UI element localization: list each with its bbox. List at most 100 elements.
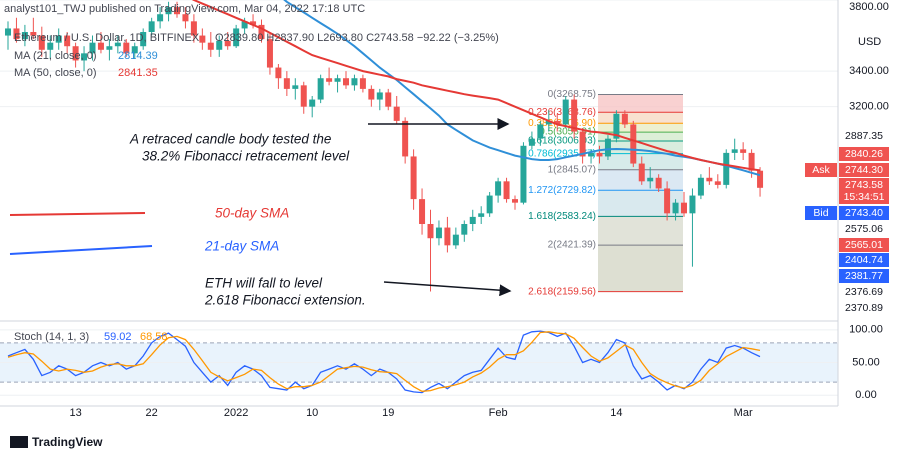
arrow	[383, 281, 512, 297]
fib-zone	[598, 123, 683, 133]
legend-value: 68.58	[140, 331, 168, 343]
fib-label: 2(2421.39)	[548, 240, 596, 251]
candle-body	[655, 177, 662, 189]
price-pane: 0(3268.75)0.236(3168.76)0.382(3106.90)0.…	[0, 0, 838, 297]
candle-body	[64, 35, 71, 47]
candle-body	[233, 28, 240, 47]
fib-zone	[598, 190, 683, 217]
logo-mark	[10, 436, 28, 448]
candle-body	[393, 106, 400, 121]
price-tag-label: 2743.58	[845, 179, 883, 191]
candle-body	[520, 145, 527, 203]
annotation: 50-day SMA	[215, 206, 289, 221]
price-tag	[839, 206, 889, 220]
candle-body	[81, 53, 88, 61]
candle-body	[343, 78, 349, 86]
candle-body	[554, 120, 561, 125]
y-tick-label: 3200.00	[849, 101, 889, 113]
candle-body	[697, 177, 704, 196]
price-tag	[839, 285, 889, 299]
candle-body	[250, 21, 257, 25]
candle-body	[368, 88, 375, 100]
candle-body	[562, 99, 569, 125]
candle-body	[224, 40, 231, 47]
price-tag	[839, 190, 889, 204]
x-tick-label: Mar	[734, 407, 753, 419]
stoch-pane	[0, 329, 838, 396]
axes: 3800.00 3400.00 3200.00 13 22 2022 10 19 Feb 14 Ma…	[14, 1, 889, 419]
candle-body	[495, 181, 502, 196]
candle-body	[334, 78, 341, 82]
stoch-title: Stoch (14, 1, 3)	[14, 331, 89, 343]
sma21-sample	[9, 245, 153, 255]
y-tick-label: 50.00	[852, 356, 880, 368]
x-tick-label: 14	[610, 407, 622, 419]
legend-label: MA (50, close, 0)	[14, 67, 97, 79]
brand[interactable]: TradingView	[32, 435, 103, 449]
candle-body	[89, 42, 96, 54]
price-tag-label: 2381.77	[845, 270, 883, 282]
candle-body	[613, 113, 620, 139]
fib-zone	[598, 245, 683, 292]
candle-body	[165, 7, 172, 15]
price-tag	[839, 301, 889, 315]
candle-body	[300, 85, 307, 107]
candle-body	[596, 152, 603, 157]
fib-zone	[598, 132, 683, 141]
candle-body	[207, 42, 214, 50]
candle-body	[114, 42, 121, 47]
fib-label: 2.618(2159.56)	[528, 286, 596, 297]
price-tag-label: 2840.26	[845, 148, 883, 160]
candle-body	[258, 24, 265, 40]
candle-body	[588, 152, 595, 157]
price-tag-label: 2404.74	[845, 254, 883, 266]
fib-zone	[598, 140, 683, 154]
candle-body	[647, 177, 654, 182]
candle-body	[664, 188, 671, 214]
y-tick-label: 3800.00	[849, 1, 889, 13]
candle-body	[435, 227, 442, 239]
candle-body	[351, 78, 358, 86]
stoch-line	[7, 331, 761, 392]
candle-body	[604, 138, 611, 157]
legend-value: 2814.39	[118, 50, 158, 62]
ohlc: O2839.80 H2837.90 L2693.80 C2743.58 −92.…	[215, 32, 499, 44]
price-tag	[839, 238, 889, 252]
candle-body	[757, 170, 764, 188]
price-tag-label: 2565.01	[845, 239, 883, 251]
fib-zone	[598, 94, 683, 113]
candle-body	[503, 181, 510, 200]
candle-body	[292, 85, 299, 89]
candle-body	[317, 78, 324, 100]
fib-label: 0.382(3106.90)	[528, 118, 596, 129]
candle-body	[174, 7, 180, 15]
candle-body	[444, 227, 451, 246]
candle-body	[72, 46, 79, 61]
price-tag-label: 2887.35	[845, 130, 883, 142]
candle-body	[106, 46, 113, 50]
candle-body	[419, 199, 426, 224]
price-tag-label: 2743.40	[845, 207, 883, 219]
fib-label: 0(3268.75)	[548, 89, 596, 100]
price-tag	[839, 269, 889, 283]
price-tag	[839, 129, 889, 143]
candle-body	[157, 14, 164, 22]
price-tag	[839, 253, 889, 267]
candle-body	[731, 149, 738, 153]
candle-body	[579, 131, 586, 157]
publisher: analyst101_TWJ published on TradingView.…	[4, 3, 365, 15]
candle-body	[512, 199, 518, 203]
candle-body	[97, 42, 104, 50]
candle-body	[30, 32, 37, 36]
side-tag-label: Ask	[812, 164, 830, 176]
annotation: 21-day SMA	[204, 239, 279, 254]
legend-value: 2841.35	[118, 67, 158, 79]
candle-body	[410, 156, 417, 200]
fib-label: 0.236(3168.76)	[528, 107, 596, 118]
x-tick-label: 2022	[224, 407, 248, 419]
candle-body	[427, 224, 434, 239]
candle-body	[571, 99, 578, 132]
candle-body	[182, 14, 189, 22]
candle-body	[528, 138, 535, 146]
